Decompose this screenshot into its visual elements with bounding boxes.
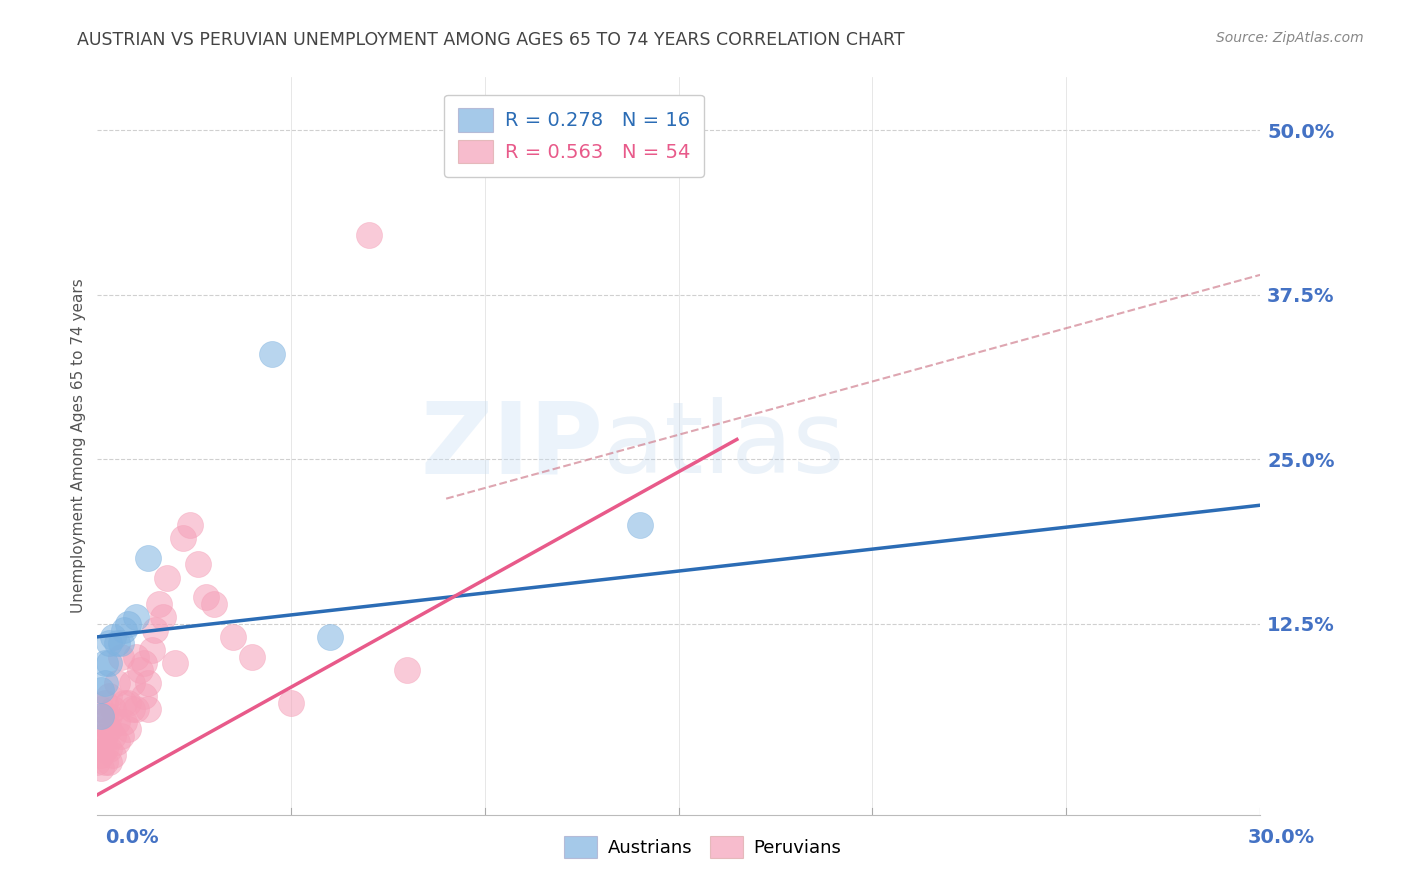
Point: [94, 696, 117, 710]
Text: atlas: atlas: [603, 398, 845, 494]
Point: [260, 347, 283, 361]
Point: [105, 735, 128, 749]
Point: [101, 702, 124, 716]
Point: [90, 682, 112, 697]
Point: [187, 558, 209, 572]
Point: [125, 610, 148, 624]
Point: [125, 649, 148, 664]
Point: [90, 735, 112, 749]
Point: [129, 663, 152, 677]
Point: [101, 630, 124, 644]
Point: [136, 550, 159, 565]
Point: [163, 656, 186, 670]
Point: [98, 722, 121, 736]
Point: [90, 762, 112, 776]
Point: [90, 722, 112, 736]
Point: [319, 630, 342, 644]
Point: [280, 696, 302, 710]
Point: [98, 636, 121, 650]
Point: [105, 715, 128, 730]
Point: [148, 597, 170, 611]
Point: [110, 729, 132, 743]
Point: [90, 702, 112, 716]
Text: ZIP: ZIP: [420, 398, 603, 494]
Point: [136, 676, 159, 690]
Point: [125, 702, 148, 716]
Legend: Austrians, Peruvians: Austrians, Peruvians: [555, 827, 851, 867]
Point: [101, 748, 124, 763]
Point: [179, 518, 201, 533]
Point: [94, 729, 117, 743]
Legend: R = 0.278   N = 16, R = 0.563   N = 54: R = 0.278 N = 16, R = 0.563 N = 54: [444, 95, 703, 177]
Point: [114, 624, 136, 638]
Point: [117, 722, 139, 736]
Point: [121, 702, 143, 716]
Text: 0.0%: 0.0%: [105, 828, 159, 847]
Point: [94, 656, 117, 670]
Point: [132, 689, 155, 703]
Point: [628, 518, 651, 533]
Point: [105, 676, 128, 690]
Point: [110, 649, 132, 664]
Point: [194, 591, 217, 605]
Point: [114, 715, 136, 730]
Point: [172, 531, 194, 545]
Point: [202, 597, 225, 611]
Point: [86, 735, 108, 749]
Point: [98, 741, 121, 756]
Point: [117, 616, 139, 631]
Point: [90, 748, 112, 763]
Point: [152, 610, 174, 624]
Point: [94, 755, 117, 769]
Point: [110, 636, 132, 650]
Point: [86, 755, 108, 769]
Point: [105, 636, 128, 650]
Text: AUSTRIAN VS PERUVIAN UNEMPLOYMENT AMONG AGES 65 TO 74 YEARS CORRELATION CHART: AUSTRIAN VS PERUVIAN UNEMPLOYMENT AMONG …: [77, 31, 905, 49]
Point: [156, 571, 179, 585]
Point: [222, 630, 245, 644]
Point: [90, 709, 112, 723]
Y-axis label: Unemployment Among Ages 65 to 74 years: Unemployment Among Ages 65 to 74 years: [72, 278, 86, 614]
Text: 30.0%: 30.0%: [1247, 828, 1315, 847]
Point: [132, 656, 155, 670]
Point: [94, 676, 117, 690]
Point: [94, 741, 117, 756]
Point: [98, 656, 121, 670]
Point: [98, 709, 121, 723]
Point: [121, 676, 143, 690]
Point: [117, 696, 139, 710]
Point: [396, 663, 419, 677]
Point: [145, 624, 167, 638]
Point: [136, 702, 159, 716]
Point: [98, 689, 121, 703]
Point: [141, 643, 163, 657]
Point: [357, 228, 380, 243]
Point: [98, 755, 121, 769]
Point: [114, 696, 136, 710]
Text: Source: ZipAtlas.com: Source: ZipAtlas.com: [1216, 31, 1364, 45]
Point: [242, 649, 264, 664]
Point: [94, 709, 117, 723]
Point: [101, 729, 124, 743]
